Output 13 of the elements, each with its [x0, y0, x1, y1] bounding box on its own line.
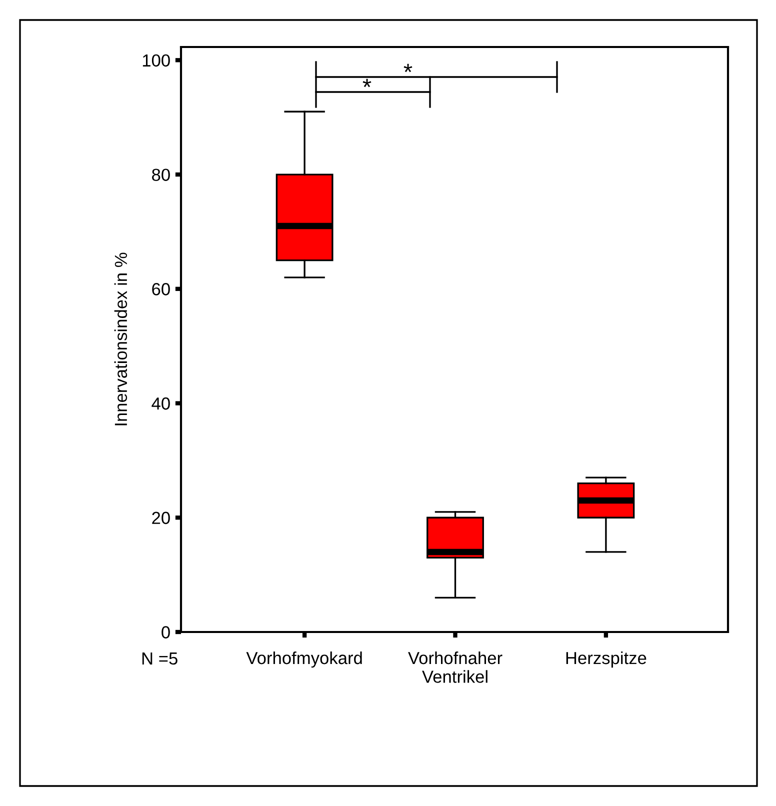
y-tick-label: 100 [142, 54, 170, 67]
y-axis-title: Innervationsindex in % [114, 252, 128, 426]
y-tick-label: 40 [152, 397, 170, 410]
y-tick-label: 20 [152, 512, 170, 524]
y-tick-label: 60 [152, 283, 170, 296]
annotation: * [404, 64, 412, 72]
x-tick-label: Vorhofnaher Ventrikel [408, 651, 502, 683]
y-tick-label: 0 [162, 626, 170, 638]
text: N =5 [142, 652, 178, 665]
x-tick-label: Vorhofmyokard [246, 651, 362, 668]
y-tick-label: 80 [152, 168, 170, 181]
x-tick-label: Herzspitze [566, 651, 646, 668]
annotation: * [362, 78, 372, 88]
